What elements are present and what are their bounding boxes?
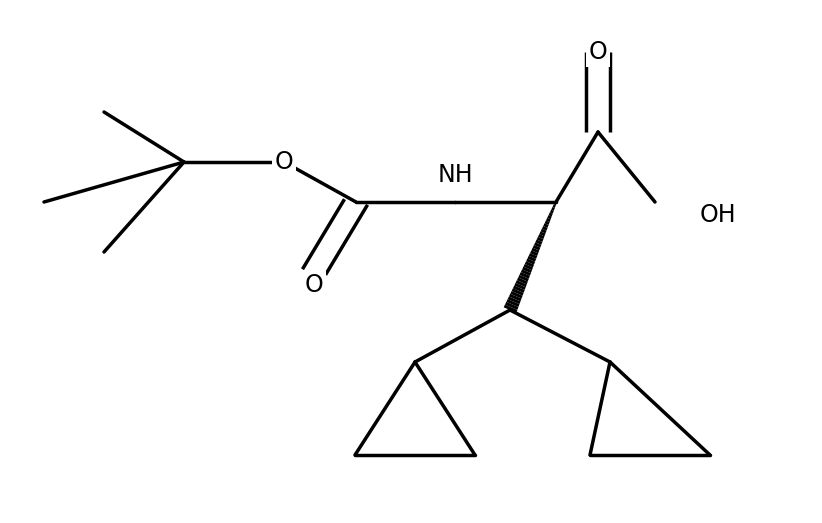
Text: O: O xyxy=(275,150,293,174)
Text: OH: OH xyxy=(700,203,737,227)
Text: O: O xyxy=(589,40,607,64)
Text: NH: NH xyxy=(437,163,473,187)
Text: O: O xyxy=(305,273,323,297)
